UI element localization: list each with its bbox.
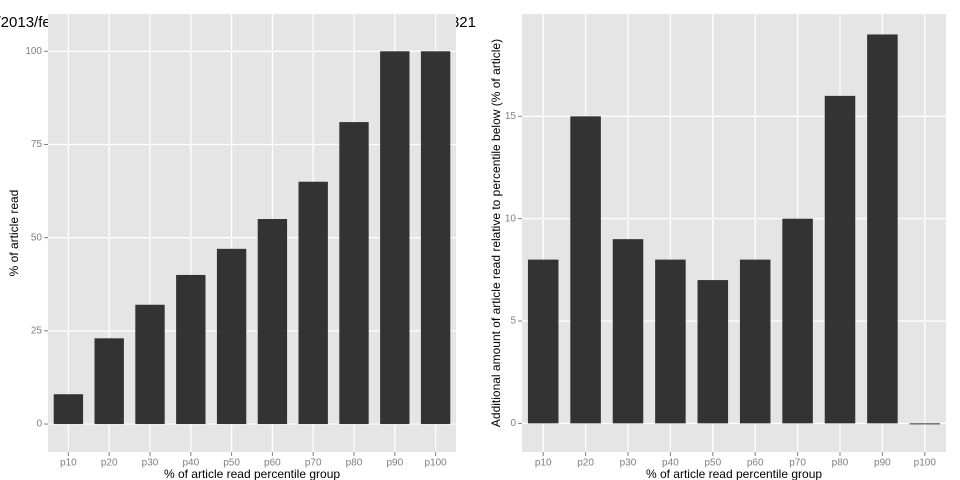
y-tick-label: 25	[31, 325, 43, 336]
bar	[612, 239, 644, 424]
bar	[867, 34, 898, 424]
y-tick-label: 10	[505, 213, 517, 224]
y-tick-label: 50	[31, 232, 43, 243]
bar	[257, 219, 288, 425]
y-tick-label: 0	[510, 418, 516, 429]
x-tick-label: p70	[305, 458, 322, 469]
x-tick-label: p100	[424, 458, 447, 469]
x-tick-label: p100	[914, 458, 937, 469]
x-tick-label: p90	[874, 458, 891, 469]
y-tick-label: 5	[510, 316, 516, 327]
bar	[176, 274, 206, 425]
x-tick-label: p40	[662, 458, 679, 469]
bar	[216, 248, 247, 425]
x-tick-label: p10	[535, 458, 552, 469]
bar	[739, 259, 771, 424]
bar	[94, 338, 124, 425]
y-tick-label: 15	[505, 111, 517, 122]
x-tick-label: p10	[60, 458, 77, 469]
bar	[380, 51, 410, 425]
bar	[527, 259, 559, 424]
y-tick-label: 0	[36, 419, 42, 430]
x-tick-label: p80	[346, 458, 363, 469]
bar	[782, 218, 813, 424]
x-tick-label: p30	[142, 458, 159, 469]
y-tick-label: 100	[25, 46, 42, 57]
x-tick-label: p20	[577, 458, 594, 469]
x-tick-label: p90	[386, 458, 403, 469]
x-tick-label: p40	[182, 458, 199, 469]
bar	[298, 181, 328, 425]
x-tick-label: p70	[789, 458, 806, 469]
bar	[824, 95, 856, 424]
bar	[909, 423, 941, 425]
bar	[135, 304, 165, 425]
bar	[420, 51, 451, 425]
x-tick-label: p60	[747, 458, 764, 469]
x-tick-label: p50	[223, 458, 240, 469]
bar	[53, 394, 84, 425]
x-tick-label: p20	[101, 458, 118, 469]
x-tick-label: p60	[264, 458, 281, 469]
bar	[339, 122, 369, 425]
bar	[655, 259, 686, 424]
x-tick-label: p80	[832, 458, 849, 469]
bar	[697, 280, 729, 424]
y-axis-label: % of article read	[7, 190, 21, 277]
x-tick-label: p30	[620, 458, 637, 469]
y-tick-label: 75	[31, 139, 43, 150]
y-axis-label: Additional amount of article read relati…	[489, 39, 503, 427]
x-axis-label: % of article read percentile group	[646, 467, 822, 480]
x-tick-label: p50	[704, 458, 721, 469]
bar	[570, 116, 601, 424]
x-axis-label: % of article read percentile group	[164, 467, 340, 480]
